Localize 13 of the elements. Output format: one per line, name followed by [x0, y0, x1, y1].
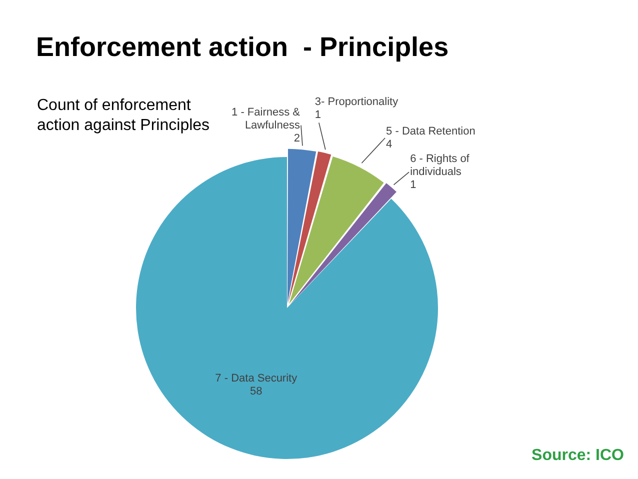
chart-title: Enforcement action - Principles: [36, 32, 449, 63]
data-label: 2: [294, 132, 300, 144]
slice-label: 6 - Rights of individuals: [410, 153, 470, 178]
slice-label: 5 - Data Retention: [386, 126, 476, 138]
data-label: 1: [410, 179, 416, 192]
data-label: 4: [386, 138, 392, 151]
text: Count of enforcement action against Principles: [37, 97, 210, 134]
data-label: 58: [250, 386, 262, 398]
slice-label: 1 - Fairness & Lawfulness: [232, 106, 301, 132]
slice-label: 3- Proportionality: [314, 96, 399, 108]
source-note: Source: ICO: [532, 447, 624, 465]
slice-label: 7 - Data Security: [215, 372, 298, 385]
data-label: 1: [314, 109, 322, 122]
